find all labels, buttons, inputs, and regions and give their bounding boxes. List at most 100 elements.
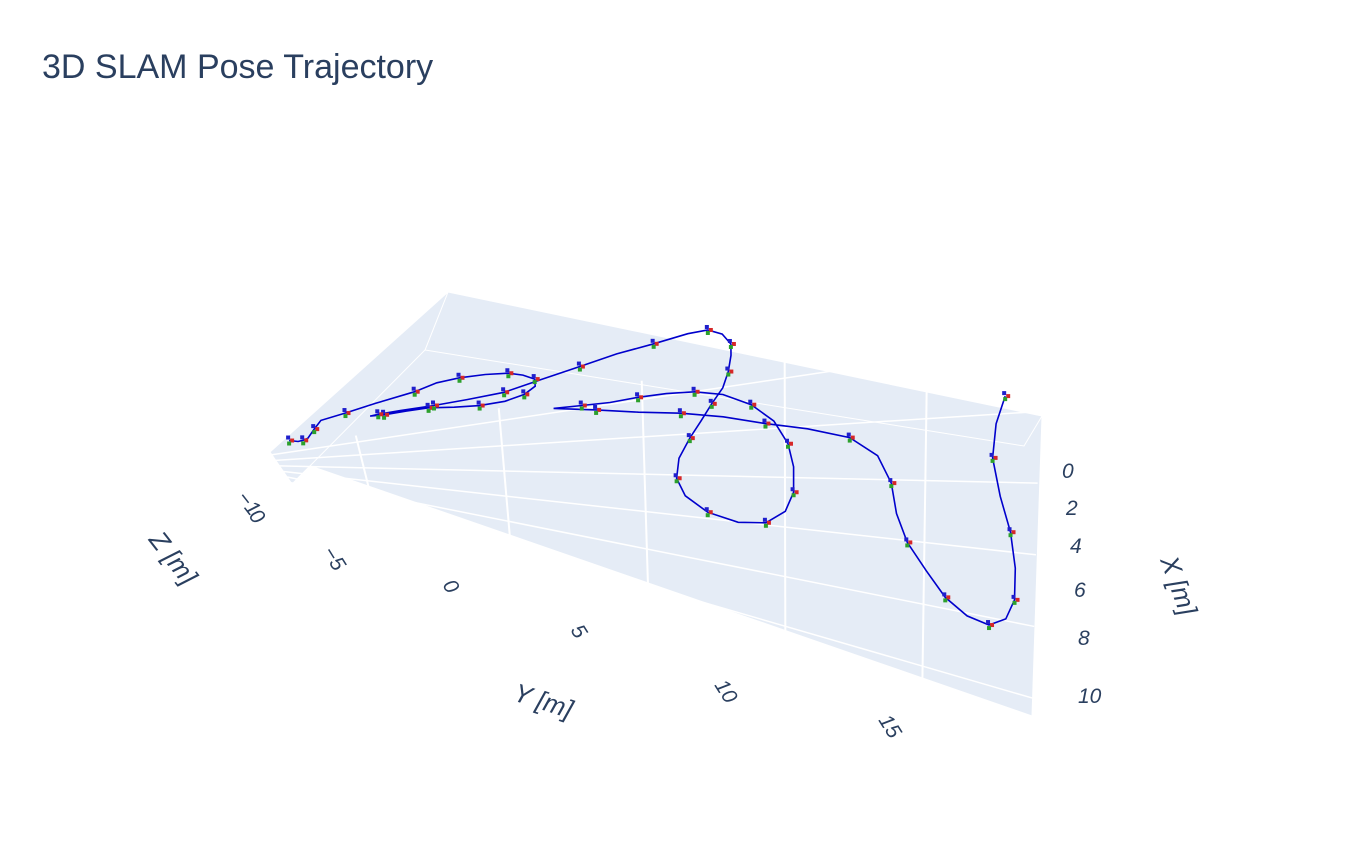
pose-axis-marker [525,392,530,397]
pose-axis-marker [989,452,994,457]
pose-axis-marker [763,523,768,528]
pose-axis-marker [379,412,384,417]
pose-axis-marker [678,414,683,419]
pose-axis-marker [578,400,583,405]
z-axis-ticks: −10 [232,487,270,529]
pose-axis-marker [521,389,526,394]
pose-axis-marker [457,378,462,383]
pose-axis-marker [752,402,757,407]
pose-axis-marker [987,626,992,631]
x-axis-ticks: 0 2 4 6 8 10 [1062,460,1102,708]
pose-axis-marker [904,537,909,542]
pose-axis-marker [681,411,686,416]
pose-axis-marker [847,438,852,443]
pose-axis-marker [594,410,599,415]
pose-axis-marker [535,377,540,382]
pose-axis-marker [888,478,893,483]
pose-axis-marker [650,338,655,343]
pose-axis-marker [651,344,656,349]
pose-axis-marker [315,427,320,432]
pose-axis-marker [300,435,305,440]
pose-axis-marker [943,598,948,603]
y-tick-label: −5 [318,542,350,575]
pose-axis-marker [749,405,754,410]
pose-axis-marker [576,361,581,366]
pose-axis-marker [686,433,691,438]
pose-axis-marker [674,479,679,484]
pose-axis-marker [375,409,380,414]
pose-axis-marker [505,390,510,395]
pose-axis-marker [597,407,602,412]
pose-axis-marker [729,369,734,374]
pose-axis-marker [763,424,768,429]
pose-axis-marker [312,430,317,435]
pose-axis-marker [728,344,733,349]
pose-axis-marker [412,392,417,397]
x-tick-label: 4 [1070,535,1082,558]
pose-axis-marker [434,403,439,408]
pose-axis-marker [593,404,598,409]
grid-line-y [783,353,787,639]
pose-axis-marker [1006,394,1011,399]
x-tick-label: 2 [1065,497,1078,520]
pose-axis-marker [695,389,700,394]
pose-axis-marker [343,414,348,419]
pose-axis-marker [304,438,309,443]
pose-axis-marker [708,327,713,332]
pose-axis-marker [766,520,771,525]
pose-axis-marker [986,620,991,625]
pose-axis-marker [509,371,514,376]
chart-title: 3D SLAM Pose Trajectory [42,48,434,86]
x-tick-label: 10 [1078,685,1102,708]
pose-axis-marker [1011,594,1016,599]
pose-axis-marker [287,441,292,446]
grid-line-x [290,481,1033,699]
pose-axis-marker [788,441,793,446]
pose-axis-marker [791,493,796,498]
pose-axis-marker [477,406,482,411]
pose-axis-marker [790,487,795,492]
x-tick-label: 0 [1062,460,1074,483]
pose-axis-marker [704,324,709,329]
y-tick-label: 5 [566,620,592,642]
pose-axis-marker [1012,600,1017,605]
pose-axis-marker [846,432,851,437]
pose-axis-marker [905,543,910,548]
3d-scene[interactable] [269,291,1043,717]
pose-axis-marker [908,540,913,545]
y-tick-label: 10 [710,675,742,707]
pose-axis-marker [346,411,351,416]
pose-axis-marker [748,399,753,404]
grid-line-y [921,325,929,682]
pose-axis-marker [460,375,465,380]
pose-axis-marker [673,473,678,478]
pose-axis-marker [704,507,709,512]
pose-axis-marker [411,386,416,391]
pose-axis-marker [725,366,730,371]
pose-axis-marker [766,421,771,426]
pose-axis-marker [705,330,710,335]
pose-axis-marker [762,517,767,522]
pose-axis-marker [677,476,682,481]
pose-axis-marker [577,367,582,372]
pose-axis-marker [579,406,584,411]
pose-axis-marker [480,403,485,408]
pose-axis-marker [726,372,731,377]
pose-axis-marker [476,400,481,405]
pose-axis-marker [582,403,587,408]
pose-axis-marker [415,389,420,394]
pose-axis-marker [712,401,717,406]
grid-line-x [271,339,1042,456]
x-axis-title: X [m] [1154,551,1204,620]
pose-axis-marker [709,404,714,409]
pose-axis-marker [889,484,894,489]
y-tick-label: 0 [438,575,464,597]
grid-line-x [275,410,1040,462]
trajectory-line[interactable] [289,329,1017,626]
pose-axis-marker [892,481,897,486]
pose-axis-marker [636,398,641,403]
pose-axis-marker [1011,530,1016,535]
pose-axis-marker [705,513,710,518]
pose-axis-marker [580,364,585,369]
